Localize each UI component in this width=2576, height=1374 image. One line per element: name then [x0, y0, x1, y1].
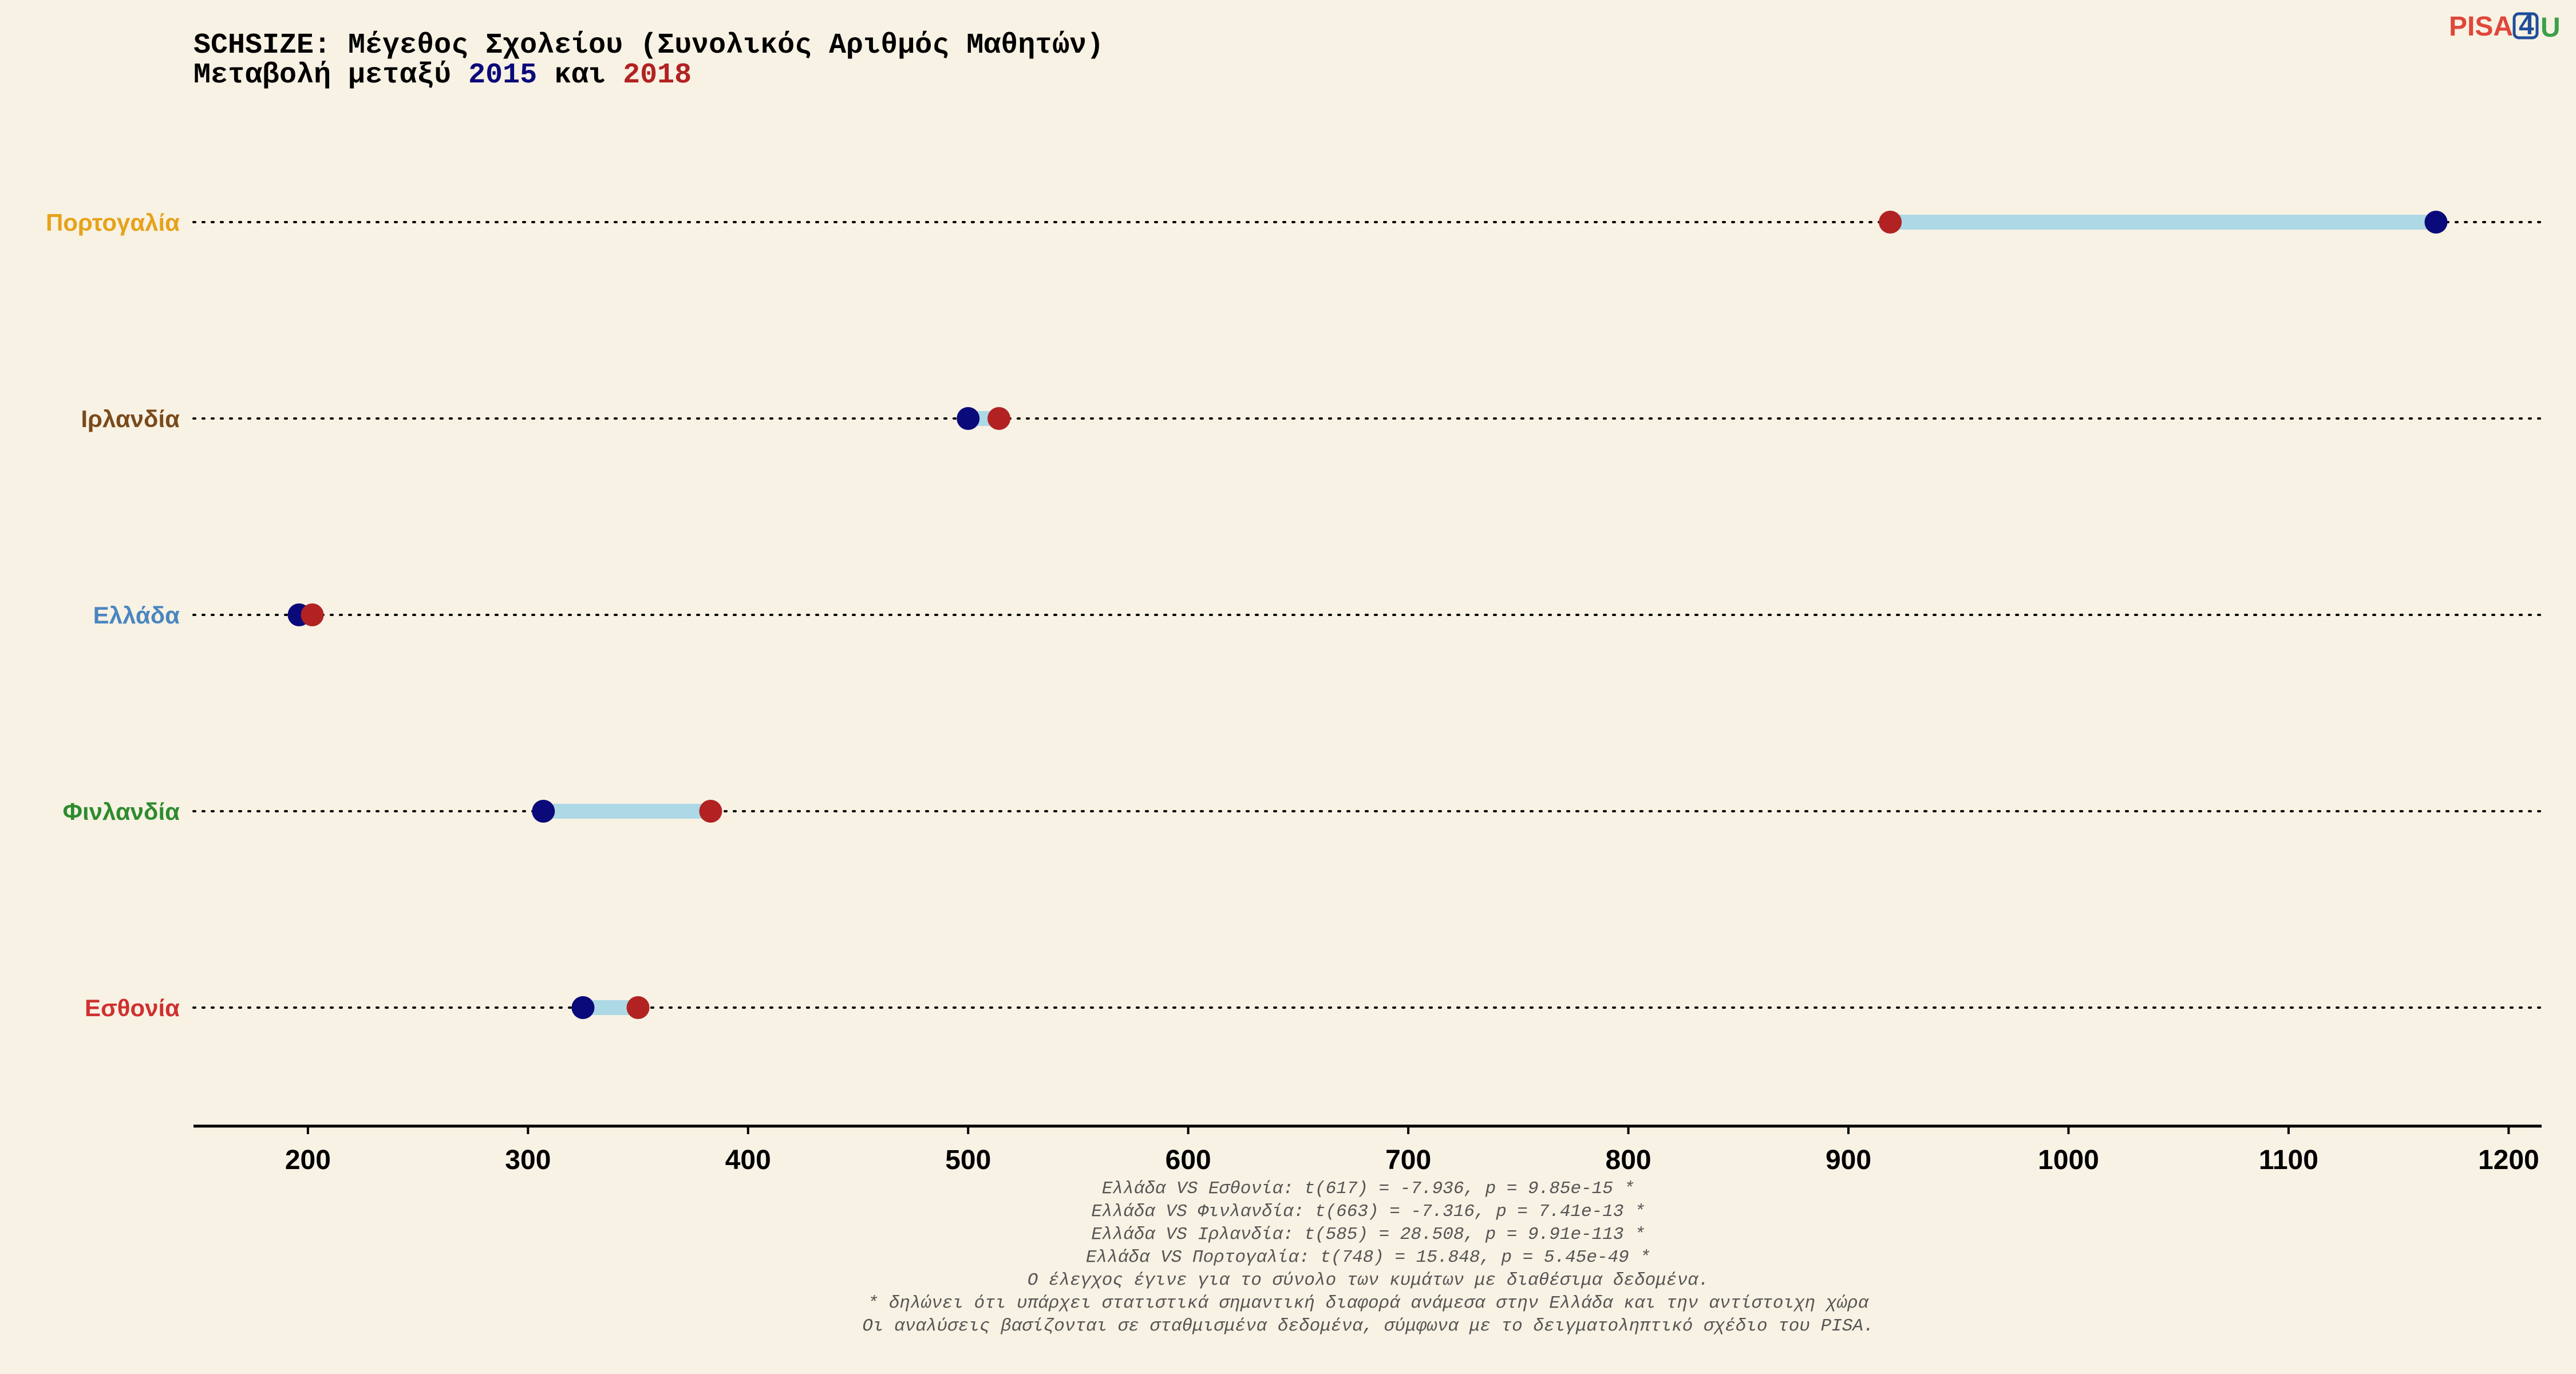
x-tick-label: 1200 — [2478, 1145, 2539, 1175]
point-2018 — [626, 996, 650, 1019]
point-2018 — [987, 407, 1011, 430]
country-label: Φινλανδία — [63, 798, 180, 825]
row-1: Πορτογαλία — [46, 209, 2543, 236]
country-label: Πορτογαλία — [46, 209, 180, 236]
point-2015 — [532, 800, 555, 823]
title-mid: και — [537, 59, 623, 92]
footnote-line: Ελλάδα VS Πορτογαλία: t(748) = 15.848, p… — [1086, 1247, 1650, 1268]
footnote-line: Ελλάδα VS Εσθονία: t(617) = -7.936, p = … — [1102, 1179, 1634, 1199]
footnote-line: Ελλάδα VS Φινλανδία: t(663) = -7.316, p … — [1091, 1202, 1645, 1222]
chart-rows: Πορτογαλία Ιρλανδία Ελλάδα Φινλανδία Εσθονία — [46, 209, 2543, 1021]
x-tick-label: 800 — [1606, 1145, 1652, 1175]
x-tick-label: 700 — [1385, 1145, 1431, 1175]
row-4: Φινλανδία — [63, 798, 2543, 825]
x-tick-label: 1100 — [2259, 1145, 2318, 1175]
x-tick-label: 200 — [285, 1145, 331, 1175]
pisa4u-logo: PISA 4 U — [2449, 10, 2561, 43]
x-tick-label: 600 — [1165, 1145, 1211, 1175]
title-prefix: Μεταβολή μεταξύ — [193, 59, 468, 92]
footnotes: Ελλάδα VS Εσθονία: t(617) = -7.936, p = … — [862, 1179, 1874, 1336]
chart-title: SCHSIZE: Μέγεθος Σχολείου (Συνολικός Αρι… — [193, 29, 1104, 92]
footnote-line: * δηλώνει ότι υπάρχει στατιστικά σημαντι… — [868, 1293, 1870, 1313]
country-label: Εσθονία — [85, 994, 180, 1021]
x-axis: 200 300 400 500 600 700 800 900 1000 1100 1200 — [193, 1124, 2542, 1175]
point-2018 — [1879, 211, 1902, 234]
logo-box — [2512, 12, 2539, 40]
country-label: Ιρλανδία — [81, 405, 180, 432]
x-tick-label: 900 — [1826, 1145, 1871, 1175]
country-label: Ελλάδα — [93, 602, 180, 629]
point-2015 — [2424, 211, 2448, 234]
point-2015 — [957, 407, 980, 430]
title-year-2015: 2015 — [468, 59, 537, 92]
x-tick-label: 1000 — [2038, 1145, 2099, 1175]
point-2018 — [699, 800, 722, 823]
title-year-2018: 2018 — [623, 59, 692, 92]
logo-pisa: PISA — [2449, 11, 2513, 42]
x-tick-label: 500 — [945, 1145, 991, 1175]
row-3: Ελλάδα — [93, 602, 2543, 629]
x-tick-label: 300 — [505, 1145, 551, 1175]
logo-four: 4 — [2519, 10, 2534, 41]
title-line-2: Μεταβολή μεταξύ 2015 και 2018 — [193, 59, 692, 92]
footnote-line: Ελλάδα VS Ιρλανδία: t(585) = 28.508, p =… — [1091, 1225, 1645, 1245]
footnote-line: Ο έλεγχος έγινε για το σύνολο των κυμάτω… — [1028, 1270, 1709, 1290]
point-2015 — [571, 996, 595, 1019]
point-2018 — [301, 603, 324, 626]
row-2: Ιρλανδία — [81, 405, 2543, 432]
logo-u: U — [2541, 13, 2561, 43]
footnote-line: Οι αναλύσεις βασίζονται σε σταθμισμένα δ… — [862, 1316, 1874, 1336]
x-tick-label: 400 — [725, 1145, 771, 1175]
row-5: Εσθονία — [85, 994, 2543, 1021]
title-line-1: SCHSIZE: Μέγεθος Σχολείου (Συνολικός Αρι… — [193, 29, 1104, 62]
